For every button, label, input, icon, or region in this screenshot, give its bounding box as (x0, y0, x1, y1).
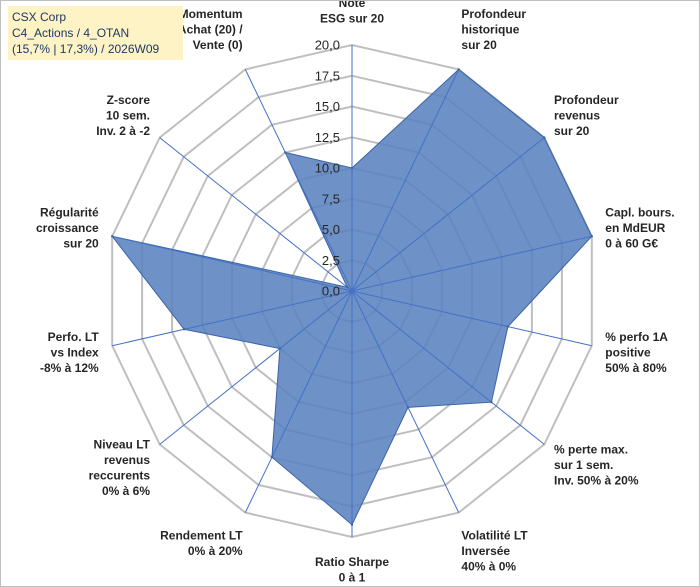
axis-label-line: sur 20 (554, 124, 590, 138)
tick-label-6: 15,0 (315, 99, 340, 114)
axis-spoke-8 (244, 290, 353, 513)
data-point-7 (350, 523, 354, 526)
axis-label-line: croissance (36, 221, 99, 235)
axis-label-0: Note ESG sur 20 (320, 0, 384, 26)
chart-title-box: CSX Corp C4_Actions / 4_OTAN (15,7% | 17… (8, 6, 183, 60)
chart-title-company: CSX Corp (12, 10, 67, 24)
axis-label-2: Profondeur revenus sur 20 (554, 93, 619, 138)
axis-label-line: Inv. 50% à 20% (554, 473, 639, 487)
axis-label-line: Capl. bours. (605, 206, 674, 220)
axis-label-line: ESG sur 20 (320, 12, 384, 26)
axis-spoke-12 (159, 137, 353, 292)
axis-label-line: Profondeur (554, 93, 619, 107)
axis-spoke-4 (351, 290, 592, 347)
data-point-0 (350, 166, 354, 170)
axis-spoke-3 (351, 235, 592, 292)
axis-label-1: Profondeur historique sur 20 (461, 7, 526, 52)
axis-label-line: sur 20 (63, 237, 99, 251)
axis-label-12: Z-score 10 sem. Inv. 2 à -2 (96, 93, 150, 138)
data-point-2 (543, 136, 546, 139)
axis-label-line: Niveau LT (94, 437, 151, 451)
axis-label-line: Profondeur (461, 7, 526, 21)
axis-label-3: Capl. bours. en MdEUR 0 à 60 G€ (605, 206, 674, 251)
tick-label-2: 5,0 (322, 222, 340, 237)
data-point-9 (278, 347, 282, 350)
data-point-8 (270, 456, 274, 459)
axis-label-line: % perte max. (554, 442, 628, 456)
chart-title-stats: (15,7% | 17,3%) / 2026W09 (12, 42, 160, 56)
axis-label-line: Inv. 2 à -2 (96, 124, 150, 138)
axis-label-line: Achat (20) / (178, 22, 243, 36)
data-point-1 (457, 68, 460, 71)
axis-label-line: 40% à 0% (461, 560, 516, 574)
chart-title-category: C4_Actions / 4_OTAN (12, 26, 130, 40)
axis-label-13: Momentum Achat (20) / Vente (0) (178, 7, 243, 52)
data-point-6 (406, 406, 410, 409)
data-point-12 (346, 286, 349, 289)
axis-label-line: Rendement LT (160, 529, 243, 543)
axis-spoke-9 (159, 290, 353, 445)
axis-label-10: Perfo. LT vs Index -8% à 12% (40, 330, 99, 375)
axis-label-line: 0% à 20% (188, 544, 243, 558)
axis-label-6: Volatilité LT Inversée 40% à 0% (461, 529, 528, 574)
axis-spoke-13 (244, 69, 353, 292)
axis-label-line: Vente (0) (193, 38, 243, 52)
axis-label-line: reccurents (89, 468, 151, 482)
axis-spoke-2 (351, 137, 545, 292)
axis-label-line: -8% à 12% (40, 361, 99, 375)
axis-label-line: revenus (104, 453, 150, 467)
data-point-11 (111, 235, 114, 238)
axis-label-line: 0 à 60 G€ (605, 237, 658, 251)
data-point-5 (490, 401, 493, 404)
axis-label-line: positive (605, 346, 651, 360)
axis-label-line: 10 sem. (106, 109, 150, 123)
axis-label-line: % perfo 1A (605, 330, 668, 344)
axis-label-line: en MdEUR (605, 221, 665, 235)
axis-label-11: Régularité croissance sur 20 (36, 206, 99, 251)
axis-label-4: % perfo 1A positive 50% à 80% (605, 330, 668, 375)
axis-label-line: Volatilité LT (461, 529, 528, 543)
axis-label-line: sur 1 sem. (554, 458, 613, 472)
axis-label-8: Rendement LT 0% à 20% (160, 529, 243, 559)
axis-label-line: Régularité (40, 206, 99, 220)
axis-label-line: revenus (554, 109, 600, 123)
axis-spoke-1 (351, 69, 460, 292)
axis-spoke-10 (112, 290, 353, 347)
axis-label-line: 50% à 80% (605, 361, 667, 375)
tick-label-0: 0,0 (322, 284, 340, 299)
axis-label-line: vs Index (51, 346, 99, 360)
axis-label-line: Inversée (461, 544, 510, 558)
axis-spoke-5 (351, 290, 545, 445)
axis-label-line: sur 20 (461, 38, 497, 52)
axis-label-line: Momentum (179, 7, 243, 21)
data-point-3 (590, 235, 593, 238)
tick-label-8: 20,0 (315, 38, 340, 53)
tick-label-1: 2,5 (322, 253, 340, 268)
data-point-10 (182, 328, 186, 331)
tick-label-3: 7,5 (322, 191, 340, 206)
data-point-4 (506, 325, 510, 328)
tick-label-7: 17,5 (315, 68, 340, 83)
axis-label-line: Note (339, 0, 366, 10)
axis-label-5: % perte max. sur 1 sem. Inv. 50% à 20% (554, 442, 639, 487)
axis-label-line: historique (461, 22, 519, 36)
data-point-13 (284, 151, 287, 154)
tick-label-5: 12,5 (315, 130, 340, 145)
axis-spoke-6 (351, 290, 460, 513)
axis-label-line: Z-score (107, 93, 151, 107)
axis-label-7: Ratio Sharpe 0 à 1 (315, 555, 389, 585)
axis-label-line: Perfo. LT (48, 330, 100, 344)
axis-label-line: 0 à 1 (339, 571, 366, 585)
tick-label-4: 10,0 (315, 161, 340, 176)
axis-label-line: Ratio Sharpe (315, 555, 389, 569)
axis-label-line: 0% à 6% (102, 484, 150, 498)
axis-spoke-11 (112, 235, 353, 292)
axis-label-9: Niveau LT revenus reccurents 0% à 6% (89, 437, 151, 498)
